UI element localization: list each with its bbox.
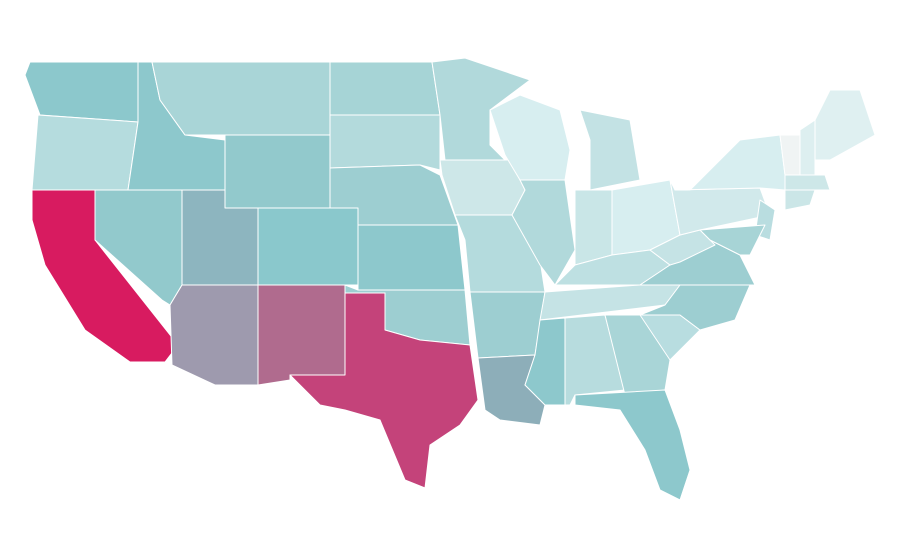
region — [579, 109, 641, 191]
region — [574, 189, 613, 266]
region — [329, 114, 441, 171]
region — [257, 284, 346, 386]
region — [511, 179, 576, 286]
region — [489, 94, 571, 181]
region — [469, 291, 546, 359]
region — [439, 159, 526, 216]
region — [784, 174, 831, 191]
region — [431, 57, 531, 161]
region — [784, 189, 816, 211]
region — [574, 389, 691, 501]
region — [169, 284, 259, 386]
region — [151, 61, 331, 136]
region — [24, 61, 139, 123]
region — [289, 292, 479, 489]
region — [699, 224, 766, 256]
region — [357, 224, 466, 291]
region — [257, 207, 359, 286]
region — [224, 134, 331, 209]
region — [814, 89, 876, 161]
region — [31, 114, 139, 191]
region — [329, 61, 441, 116]
region — [799, 119, 816, 176]
region — [674, 134, 786, 191]
